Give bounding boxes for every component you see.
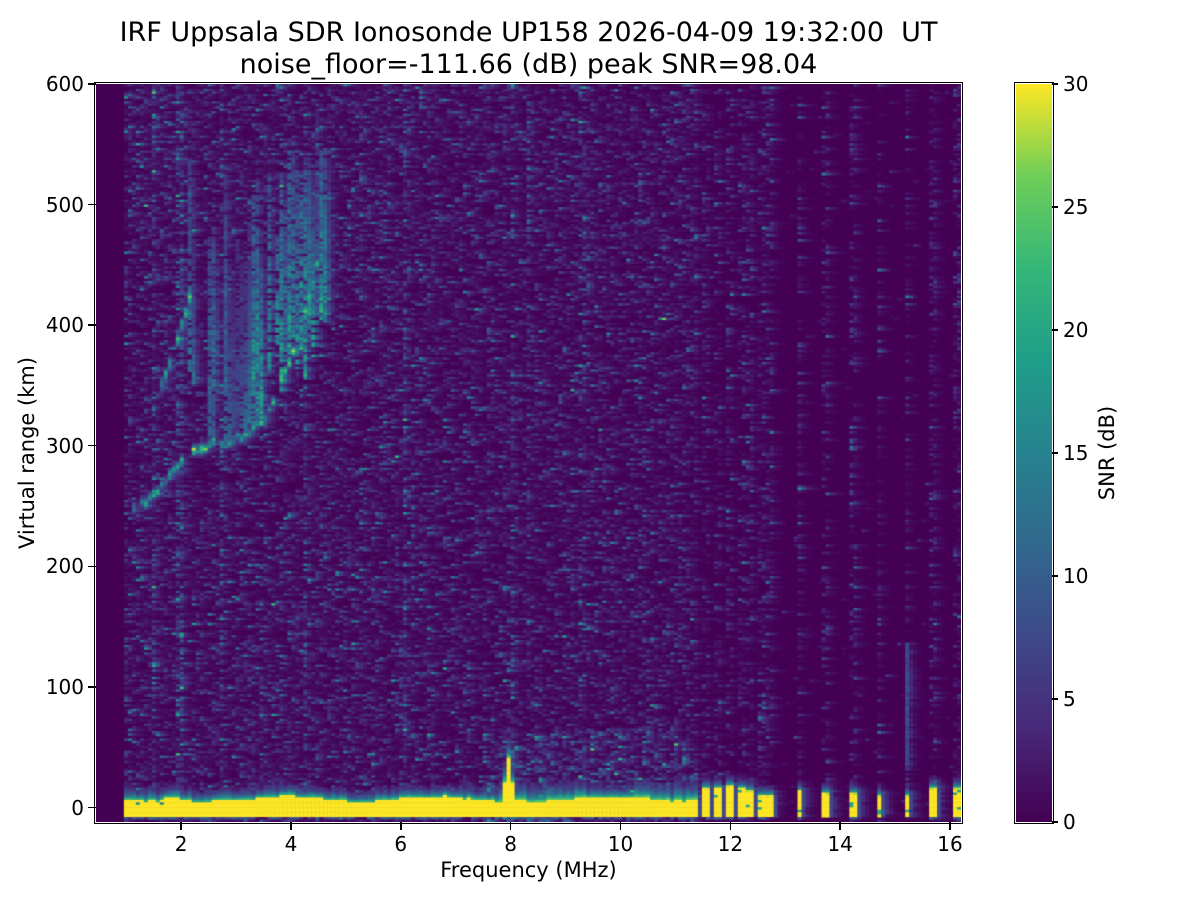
- x-tick: [509, 822, 512, 830]
- colorbar-gradient: [1016, 84, 1052, 822]
- x-tick: [949, 822, 951, 830]
- y-tick-label: 600: [45, 72, 84, 96]
- colorbar-tick-label: 15: [1063, 441, 1089, 465]
- ionogram-heatmap: [96, 84, 961, 822]
- colorbar-label: SNR (dB): [1095, 405, 1119, 501]
- y-tick-label: 300: [45, 433, 84, 458]
- x-tick-label: 10: [607, 832, 634, 856]
- x-tick: [729, 822, 732, 830]
- y-tick-label: 100: [45, 674, 84, 699]
- chart-title: IRF Uppsala SDR Ionosonde UP158 2026-04-…: [119, 17, 938, 48]
- colorbar-tick: [1052, 821, 1058, 823]
- x-tick-label: 16: [937, 832, 963, 856]
- x-tick: [180, 822, 182, 830]
- y-tick-label: 400: [45, 313, 84, 338]
- colorbar-tick-label: 5: [1063, 687, 1076, 711]
- y-axis-label: Virtual range (km): [15, 356, 39, 550]
- colorbar-tick-label: 20: [1063, 318, 1089, 342]
- colorbar-tick: [1052, 83, 1058, 85]
- x-tick: [619, 822, 622, 830]
- x-tick-label: 8: [504, 832, 517, 856]
- y-tick: [88, 686, 96, 688]
- x-axis-label: Frequency (MHz): [440, 858, 617, 882]
- colorbar-tick: [1052, 698, 1058, 700]
- x-tick: [839, 822, 841, 830]
- y-tick-label: 500: [45, 192, 84, 217]
- colorbar-tick-label: 10: [1063, 564, 1089, 588]
- x-tick-label: 14: [827, 832, 853, 856]
- x-tick: [400, 822, 402, 830]
- colorbar-tick: [1052, 452, 1058, 454]
- y-tick: [88, 445, 96, 447]
- colorbar-tick-label: 30: [1063, 72, 1089, 96]
- colorbar-tick-label: 25: [1063, 195, 1089, 219]
- y-tick: [88, 203, 96, 206]
- y-tick-label: 200: [45, 554, 84, 579]
- x-tick-label: 12: [717, 832, 744, 856]
- x-tick-label: 4: [284, 832, 298, 856]
- x-tick-label: 2: [174, 832, 188, 856]
- colorbar-tick-label: 0: [1063, 810, 1076, 834]
- y-tick: [88, 324, 96, 326]
- chart-subtitle: noise_floor=-111.66 (dB) peak SNR=98.04: [239, 49, 818, 80]
- colorbar-border: [1014, 82, 1054, 824]
- y-tick-label: 0: [71, 795, 84, 820]
- colorbar-tick: [1052, 575, 1058, 577]
- y-tick: [88, 806, 96, 809]
- y-tick: [88, 565, 96, 568]
- colorbar-tick: [1052, 206, 1058, 208]
- x-tick: [290, 822, 292, 830]
- x-tick-label: 6: [394, 832, 408, 856]
- colorbar-tick: [1052, 329, 1058, 331]
- y-tick: [88, 83, 96, 85]
- plot-border: [94, 82, 963, 824]
